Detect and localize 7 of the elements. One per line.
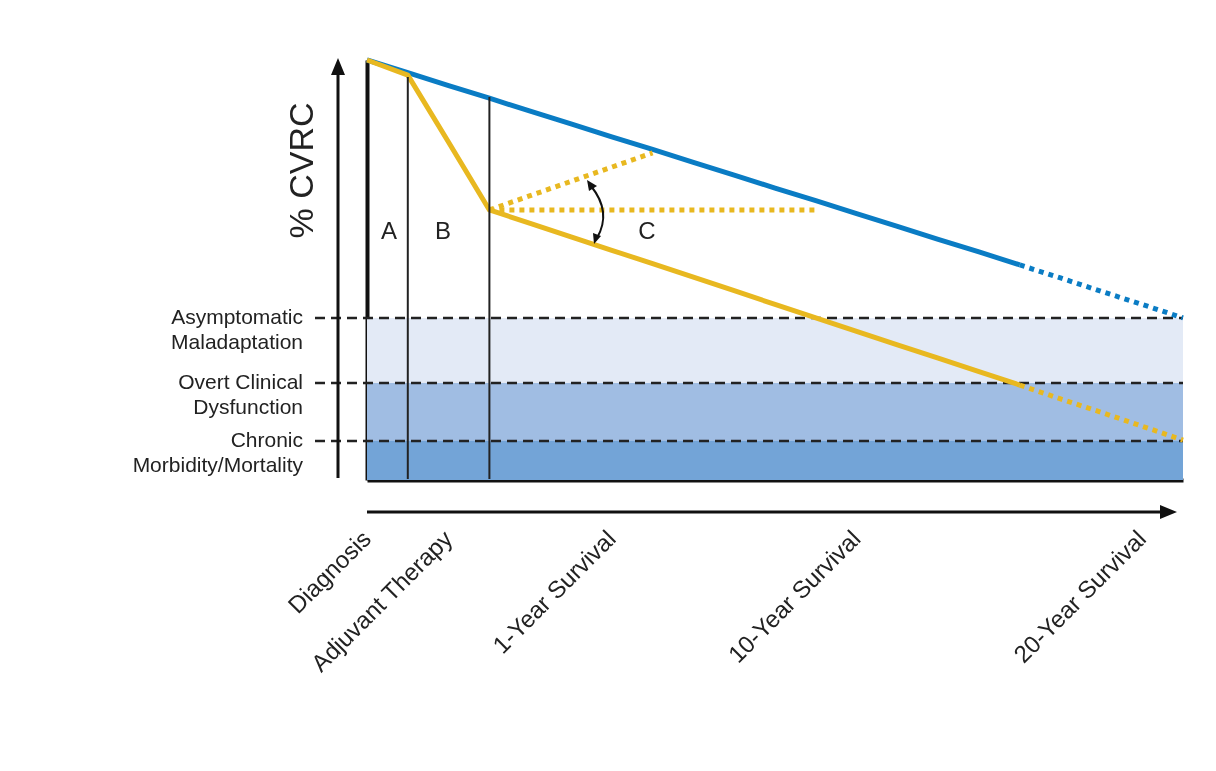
y-axis-title: % CVRC (281, 102, 320, 239)
ref-line-label: Overt Clinical Dysfunction (178, 369, 303, 418)
annotation: C (638, 217, 656, 244)
annotation: A (380, 217, 398, 244)
ref-line-label: Asymptomatic Maladaptation (171, 304, 303, 353)
ref-line-label: Chronic Morbidity/Mortality (132, 427, 304, 476)
annotation: B (434, 217, 452, 244)
